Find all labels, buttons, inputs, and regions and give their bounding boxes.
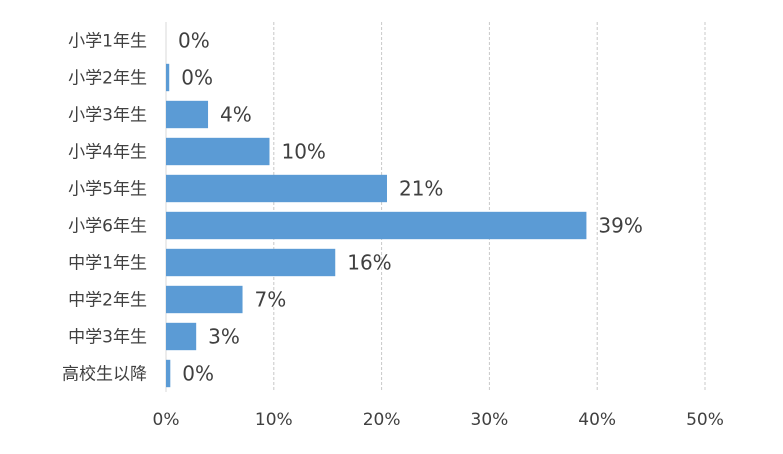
- category-label: 小学6年生: [68, 217, 147, 237]
- x-tick-label: 30%: [471, 410, 509, 430]
- data-label-layer: 0% 0% 4% 10% 21% 39% 16% 7% 3% 0%: [178, 29, 643, 386]
- data-label: 7%: [255, 288, 287, 312]
- data-label: 16%: [347, 251, 391, 275]
- x-tick-label: 40%: [578, 410, 616, 430]
- x-tick-label: 50%: [686, 410, 724, 430]
- x-tick-label-layer: 0% 10% 20% 30% 40% 50%: [153, 410, 724, 430]
- bar: [166, 137, 270, 166]
- bar: [166, 211, 587, 240]
- category-label: 高校生以降: [62, 365, 147, 385]
- data-label: 4%: [220, 103, 252, 127]
- category-label: 中学3年生: [68, 328, 147, 348]
- category-label: 小学5年生: [68, 180, 147, 200]
- bar: [166, 322, 197, 351]
- category-label: 中学1年生: [68, 254, 147, 274]
- data-label: 0%: [178, 29, 210, 53]
- bar: [166, 100, 209, 129]
- x-tick-label: 0%: [153, 410, 180, 430]
- category-label: 小学3年生: [68, 106, 147, 126]
- grid-layer: [165, 22, 706, 392]
- data-label: 21%: [399, 177, 443, 201]
- bar: [166, 174, 387, 203]
- category-label: 中学2年生: [68, 291, 147, 311]
- bar: [166, 285, 243, 314]
- category-label: 小学1年生: [68, 32, 147, 52]
- x-tick-label: 20%: [363, 410, 401, 430]
- data-label: 39%: [598, 214, 642, 238]
- bar: [166, 248, 336, 277]
- bar: [166, 63, 170, 92]
- bar: [166, 359, 171, 388]
- bar-layer: [166, 63, 587, 388]
- x-tick-label: 10%: [255, 410, 293, 430]
- category-label: 小学4年生: [68, 143, 147, 163]
- category-label: 小学2年生: [68, 69, 147, 89]
- category-label-layer: 小学1年生小学2年生小学3年生小学4年生小学5年生小学6年生中学1年生中学2年生…: [62, 32, 147, 385]
- data-label: 10%: [281, 140, 325, 164]
- data-label: 0%: [181, 66, 213, 90]
- data-label: 0%: [182, 362, 214, 386]
- data-label: 3%: [208, 325, 240, 349]
